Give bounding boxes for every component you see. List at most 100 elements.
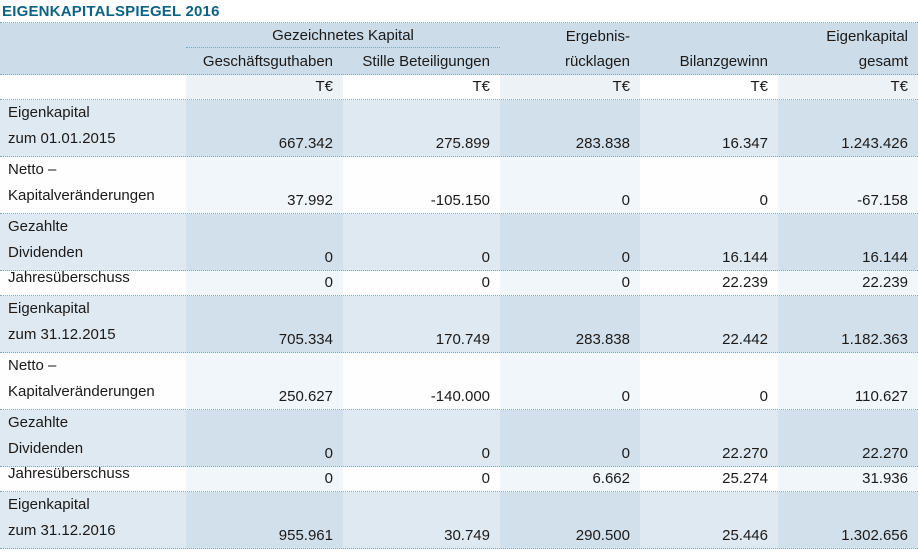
table-row-netto-kapitalveraenderungen-2: Netto – Kapitalveränderungen 250.627 -14…	[0, 353, 918, 410]
table-row-jahresueberschuss-1: Jahresüberschuss 0 0 0 22.239 22.239	[0, 269, 918, 296]
row-label-line: zum 31.12.2016	[8, 522, 116, 539]
row-label: Netto – Kapitalveränderungen	[0, 157, 186, 213]
header-label-spacer	[0, 23, 186, 74]
cell-value: 275.899	[435, 135, 490, 152]
cell-value: -105.150	[430, 192, 490, 209]
row-label-line: Eigenkapital	[8, 300, 90, 317]
cell-value: 1.302.656	[778, 492, 918, 548]
cell-value: 0	[500, 353, 640, 409]
row-label: Eigenkapital zum 31.12.2016	[0, 492, 186, 548]
cell-value: 25.446	[722, 527, 768, 544]
row-label-line: Jahresüberschuss	[8, 269, 130, 286]
row-label-line: Kapitalveränderungen	[8, 383, 155, 400]
cell-value: 0	[759, 192, 768, 209]
row-label: Jahresüberschuss	[0, 269, 186, 295]
column-header-line	[640, 23, 778, 48]
cell-value: 0	[186, 467, 343, 491]
table-row-netto-kapitalveraenderungen-1: Netto – Kapitalveränderungen 37.992 -105…	[0, 157, 918, 214]
column-header-bilanzgewinn: Bilanzgewinn	[640, 23, 778, 74]
table-row-jahresueberschuss-2: Jahresüberschuss 0 0 6.662 25.274 31.936	[0, 465, 918, 492]
cell-value: 37.992	[186, 157, 343, 213]
cell-value: 22.442	[722, 331, 768, 348]
cell-value: 667.342	[186, 100, 343, 156]
column-header-stille-beteiligungen: Stille Beteiligungen	[362, 53, 490, 70]
row-label: Gezahlte Dividenden	[0, 214, 186, 270]
cell-value: 0	[500, 271, 640, 295]
group-subheaders: Geschäftsguthaben Stille Beteiligungen	[186, 48, 500, 74]
cell-value: 22.239	[778, 271, 918, 295]
cell-value: 0	[759, 388, 768, 405]
table-row-eigenkapital-01-01-2015: Eigenkapital zum 01.01.2015 667.342 275.…	[0, 100, 918, 157]
row-label: Jahresüberschuss	[0, 465, 186, 491]
row-label-line: Eigenkapital	[8, 496, 90, 513]
column-header-line: Bilanzgewinn	[679, 53, 768, 70]
column-header-eigenkapital-gesamt: Eigenkapital gesamt	[778, 23, 918, 74]
cell-value: 22.270	[722, 445, 768, 462]
header-group-gezeichnetes-kapital: Gezeichnetes Kapital Geschäftsguthaben S…	[186, 23, 500, 74]
page-title: EIGENKAPITALSPIEGEL 2016	[0, 0, 918, 23]
unit-row-label	[0, 75, 186, 99]
cell-value: 22.239	[722, 274, 768, 291]
unit-cell: T€	[186, 75, 343, 99]
cell-value: 170.749	[435, 331, 490, 348]
cell-value: 283.838	[500, 100, 640, 156]
column-header-ergebnisruecklagen: Ergebnis- rücklagen	[500, 23, 640, 74]
column-header-geschaeftsguthaben: Geschäftsguthaben	[202, 53, 333, 70]
cell-value: 6.662	[500, 467, 640, 491]
row-label-line: zum 01.01.2015	[8, 130, 116, 147]
row-label-line: Dividenden	[8, 244, 84, 261]
row-label-line: Dividenden	[8, 440, 84, 457]
cell-value: 705.334	[186, 296, 343, 352]
unit-cell: T€	[472, 78, 490, 95]
row-label-line: Gezahlte	[8, 218, 69, 235]
row-label-line: zum 31.12.2015	[8, 326, 116, 343]
cell-value: 16.144	[778, 214, 918, 270]
cell-value: 0	[481, 445, 490, 462]
row-label-line: Netto –	[8, 357, 57, 374]
row-label-line: Netto –	[8, 161, 57, 178]
cell-value: 955.961	[186, 492, 343, 548]
table-header: Gezeichnetes Kapital Geschäftsguthaben S…	[0, 23, 918, 75]
column-header-line: rücklagen	[564, 53, 630, 70]
row-label-line: Kapitalveränderungen	[8, 187, 155, 204]
table-row-eigenkapital-31-12-2015: Eigenkapital zum 31.12.2015 705.334 170.…	[0, 296, 918, 353]
unit-cell: T€	[500, 75, 640, 99]
column-header-line: gesamt	[858, 53, 908, 70]
table-row-eigenkapital-31-12-2016: Eigenkapital zum 31.12.2016 955.961 30.7…	[0, 492, 918, 549]
cell-value: 0	[481, 274, 490, 291]
unit-cell: T€	[750, 78, 768, 95]
cell-value: -67.158	[778, 157, 918, 213]
cell-value: 283.838	[500, 296, 640, 352]
row-label-line: Gezahlte	[8, 414, 69, 431]
cell-value: 22.270	[778, 410, 918, 466]
cell-value: 0	[186, 271, 343, 295]
cell-value: 0	[481, 470, 490, 487]
cell-value: 0	[500, 214, 640, 270]
cell-value: 30.749	[444, 527, 490, 544]
row-label-line: Eigenkapital	[8, 104, 90, 121]
row-label: Eigenkapital zum 31.12.2015	[0, 296, 186, 352]
cell-value: 0	[500, 410, 640, 466]
cell-value: 250.627	[186, 353, 343, 409]
cell-value: 290.500	[500, 492, 640, 548]
row-label: Netto – Kapitalveränderungen	[0, 353, 186, 409]
column-header-line: Ergebnis-	[565, 28, 630, 45]
cell-value: 16.144	[722, 249, 768, 266]
cell-value: 0	[186, 214, 343, 270]
table-row-gezahlte-dividenden-2: Gezahlte Dividenden 0 0 0 22.270 22.270	[0, 410, 918, 467]
cell-value: 31.936	[778, 467, 918, 491]
cell-value: 110.627	[778, 353, 918, 409]
cell-value: 0	[500, 157, 640, 213]
cell-value: 0	[186, 410, 343, 466]
group-header-label: Gezeichnetes Kapital	[186, 23, 500, 48]
cell-value: 16.347	[722, 135, 768, 152]
row-label-line: Jahresüberschuss	[8, 465, 130, 482]
table-row-gezahlte-dividenden-1: Gezahlte Dividenden 0 0 0 16.144 16.144	[0, 214, 918, 271]
unit-cell: T€	[778, 75, 918, 99]
cell-value: 1.243.426	[778, 100, 918, 156]
unit-row: T€ T€ T€ T€ T€	[0, 75, 918, 100]
cell-value: 0	[481, 249, 490, 266]
cell-value: 1.182.363	[778, 296, 918, 352]
row-label: Eigenkapital zum 01.01.2015	[0, 100, 186, 156]
